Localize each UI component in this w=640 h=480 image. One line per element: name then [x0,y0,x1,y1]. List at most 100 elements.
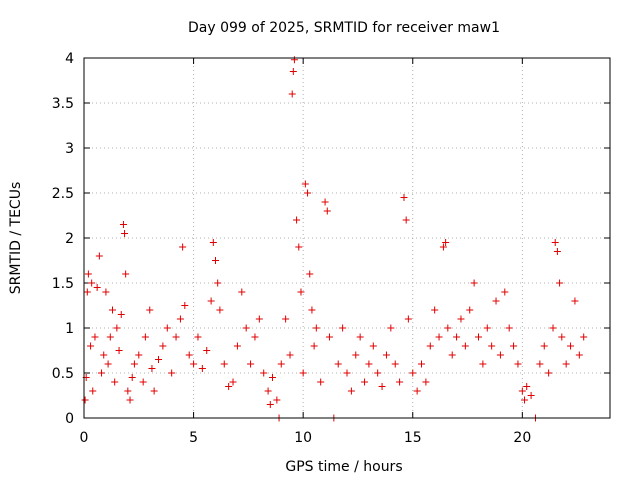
data-point [163,324,171,332]
data-point [108,306,116,314]
data-point [308,306,316,314]
data-point [558,333,566,341]
data-point [361,378,369,386]
data-point [527,392,535,399]
data-point [365,360,373,368]
data-point [122,270,130,278]
y-tick-label: 1.5 [52,276,74,292]
data-point [536,360,544,368]
data-point [382,351,390,359]
data-point [141,333,149,341]
data-point [387,324,395,332]
data-point [317,378,325,386]
data-point [448,351,456,359]
y-tick-label: 4 [65,51,74,67]
data-point [87,342,95,350]
data-point [102,288,110,296]
data-point [293,216,301,224]
data-point [104,360,112,368]
data-point [553,248,561,255]
data-point [264,387,272,395]
data-point [575,351,583,359]
data-point [225,383,233,390]
data-point [289,68,297,75]
data-point [128,374,136,381]
data-point [400,194,408,201]
data-point [220,360,228,368]
data-point [286,351,294,359]
data-point [100,351,108,359]
y-axis-label: SRMTID / TECUs [8,182,24,295]
data-point [413,387,421,395]
data-point [113,324,121,332]
data-point [323,207,331,215]
data-point [496,351,504,359]
data-point [562,360,570,368]
data-point [233,342,241,350]
data-point [288,90,296,98]
data-point [268,374,276,381]
data-point [422,378,430,386]
data-point [461,342,469,350]
data-point [198,365,206,372]
x-tick-label: 20 [513,430,531,446]
data-point [209,239,217,246]
data-point [396,378,404,386]
data-point [356,333,364,341]
data-point [510,342,518,350]
data-point [119,221,127,228]
data-point [124,387,132,395]
data-point [247,360,255,368]
data-point [339,324,347,332]
data-point [457,315,465,323]
data-point [89,387,97,395]
data-point [321,198,329,206]
data-point [238,288,246,296]
data-point [155,356,163,363]
data-point [299,369,307,377]
x-tick-label: 0 [80,430,89,446]
data-point [260,369,268,377]
data-point [391,360,399,368]
y-tick-label: 3.5 [52,96,74,112]
grid [84,58,610,418]
data-point [549,324,557,332]
data-point [117,311,125,318]
data-point [168,369,176,377]
data-point [492,297,500,305]
data-point [551,239,559,246]
axis-ticks: 0 0.5 1 1.5 2 2.5 3 3.5 4 0 5 10 15 20 [52,51,610,446]
data-point [290,56,298,64]
data-point [426,342,434,350]
data-point [150,387,158,395]
data-point [88,279,96,287]
data-point [81,396,89,404]
data-point [306,270,314,278]
data-point [571,297,579,305]
data-point [439,243,447,251]
data-point [479,360,487,368]
data-point [121,230,129,237]
data-point [135,351,143,359]
data-point [98,369,106,377]
data-point [523,383,531,390]
data-point [214,279,222,287]
data-point [83,288,91,296]
data-point [273,396,281,404]
data-point [84,270,92,278]
data-point [95,252,103,260]
data-point [91,333,99,341]
data-point [540,342,548,350]
y-tick-label: 0.5 [52,366,74,382]
data-point [251,333,259,341]
data-point [402,216,410,224]
data-point [295,243,303,251]
data-point [325,333,333,341]
y-tick-label: 0 [65,411,74,427]
data-point [194,333,202,341]
data-point [466,306,474,314]
y-tick-label: 2.5 [52,186,74,202]
y-tick-label: 1 [65,321,74,337]
data-point [277,360,285,368]
